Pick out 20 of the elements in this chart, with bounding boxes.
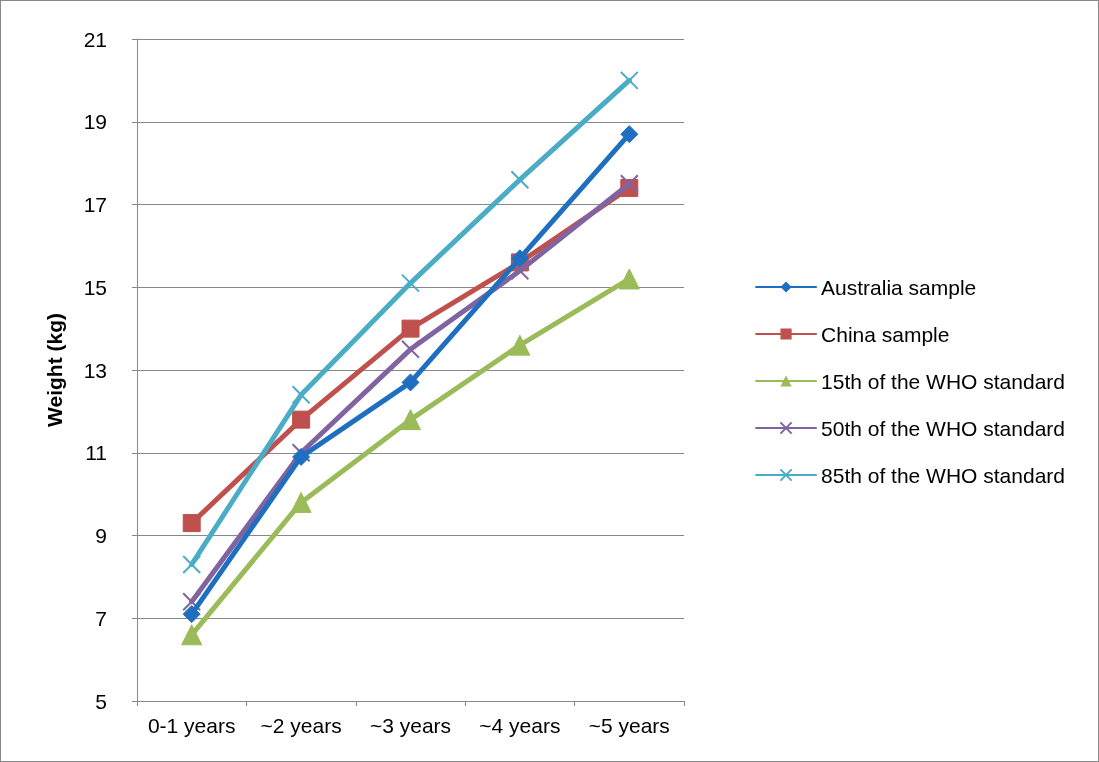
y-tick-label: 21 [83, 27, 107, 51]
x-tick-label: ~3 years [369, 714, 452, 737]
legend-label: Australia sample [821, 275, 977, 299]
y-tick-label: 19 [83, 110, 107, 134]
x-tick-label: ~2 years [260, 714, 342, 737]
x-tick-label: 0-1 years [147, 714, 236, 737]
y-axis-title: Weight (kg) [43, 313, 66, 427]
legend-label: 50th of the WHO standard [821, 416, 1066, 440]
y-tick-label: 11 [85, 441, 107, 465]
y-tick-label: 5 [95, 689, 107, 713]
y-tick-label: 13 [83, 358, 107, 382]
legend-label: 85th of the WHO standard [821, 463, 1066, 487]
legend-label: 15th of the WHO standard [821, 369, 1066, 393]
x-tick-label: ~5 years [588, 714, 670, 737]
y-tick-label: 17 [83, 193, 107, 216]
x-tick-label: ~4 years [479, 714, 561, 737]
y-tick-label: 7 [95, 606, 107, 630]
y-tick-label: 9 [95, 524, 107, 547]
legend-label: China sample [821, 322, 950, 346]
y-tick-label: 15 [83, 275, 107, 299]
